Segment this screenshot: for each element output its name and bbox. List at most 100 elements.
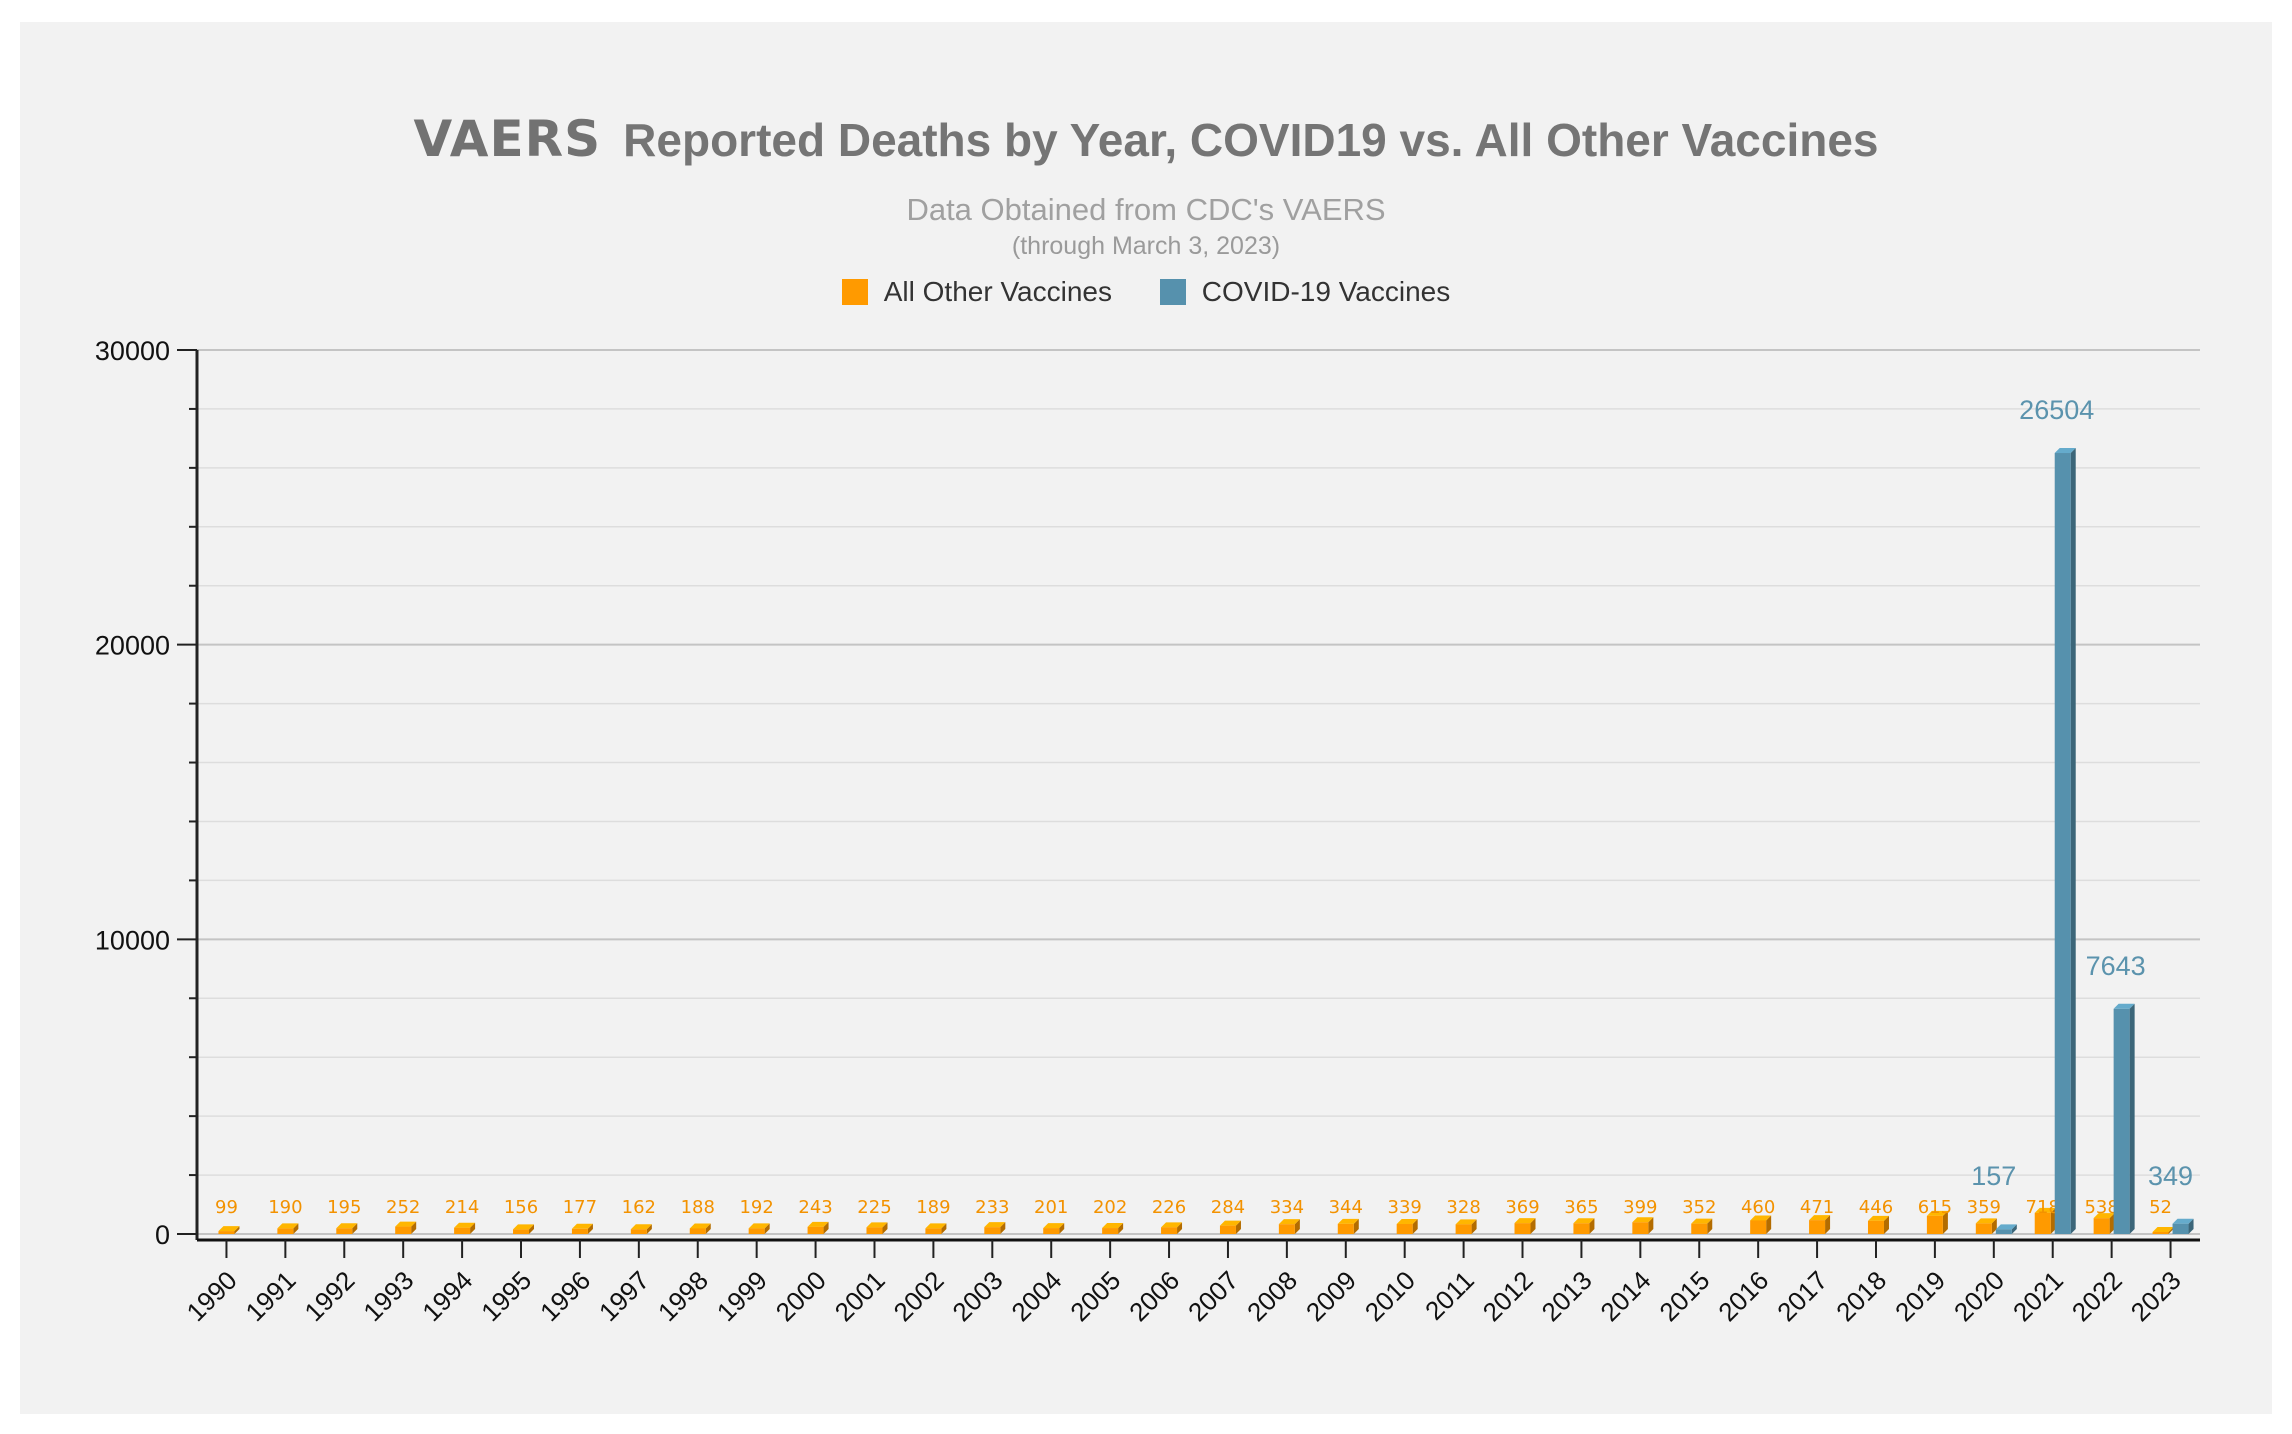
data-label-other: 446 <box>1859 1197 1893 1218</box>
bar-other-vaccines-top <box>1337 1218 1359 1224</box>
data-label-other: 352 <box>1682 1197 1716 1218</box>
y-tick-label: 0 <box>155 1220 170 1250</box>
data-label-covid: 157 <box>1971 1161 2016 1191</box>
x-tick-label: 2013 <box>1536 1265 1598 1327</box>
bar-other-vaccines <box>2093 1218 2110 1234</box>
bar-other-vaccines <box>513 1229 530 1234</box>
data-label-other: 195 <box>327 1197 361 1218</box>
bar-other-vaccines-top <box>1219 1220 1241 1226</box>
bar-covid-vaccines-top <box>2113 1003 2135 1009</box>
bar-covid-vaccines-top <box>2172 1218 2194 1224</box>
y-tick-label: 10000 <box>95 925 170 955</box>
bar-other-vaccines-side <box>470 1222 476 1234</box>
bar-other-vaccines-side <box>1589 1218 1595 1234</box>
bar-other-vaccines-top <box>630 1224 652 1230</box>
bar-other-vaccines-side <box>1530 1218 1536 1234</box>
bar-other-vaccines-top <box>1975 1218 1997 1224</box>
bar-other-vaccines <box>1455 1224 1472 1234</box>
bar-other-vaccines-side <box>529 1224 535 1234</box>
bar-other-vaccines-top <box>1750 1215 1772 1221</box>
bar-other-vaccines-side <box>1000 1222 1006 1234</box>
data-label-other: 214 <box>445 1197 479 1218</box>
x-tick-label: 2021 <box>2007 1265 2069 1327</box>
bar-other-vaccines-side <box>1942 1210 1948 1234</box>
bar-other-vaccines <box>2152 1232 2169 1234</box>
bar-other-vaccines-side <box>1471 1219 1477 1234</box>
bar-other-vaccines <box>336 1228 353 1234</box>
bar-other-vaccines <box>2034 1212 2051 1234</box>
bar-other-vaccines <box>630 1229 647 1234</box>
x-tick-label: 2003 <box>946 1265 1008 1327</box>
bar-other-vaccines-top <box>1691 1218 1713 1224</box>
bar-other-vaccines-side <box>882 1222 888 1234</box>
bar-other-vaccines-side <box>646 1224 652 1234</box>
x-tick-label: 2020 <box>1948 1265 2010 1327</box>
bar-other-vaccines-top <box>395 1221 417 1227</box>
chart-subtitle: Data Obtained from CDC's VAERS <box>906 192 1386 227</box>
bar-other-vaccines <box>1750 1220 1767 1234</box>
bar-other-vaccines <box>984 1227 1001 1234</box>
bar-other-vaccines <box>1043 1228 1060 1234</box>
bar-other-vaccines <box>1632 1222 1649 1234</box>
x-tick-label: 2014 <box>1594 1265 1656 1327</box>
bar-other-vaccines <box>1219 1225 1236 1234</box>
data-label-other: 202 <box>1093 1197 1127 1218</box>
vaers-logo: VAERS <box>413 110 602 168</box>
bar-other-vaccines-top <box>1102 1223 1124 1229</box>
data-label-other: 284 <box>1211 1197 1245 1218</box>
bar-other-vaccines <box>866 1227 883 1234</box>
bar-other-vaccines-top <box>336 1223 358 1229</box>
bar-other-vaccines-side <box>1353 1218 1359 1234</box>
bar-other-vaccines <box>1278 1224 1295 1234</box>
data-label-covid: 26504 <box>2019 395 2094 425</box>
bar-covid-vaccines-side <box>2070 448 2076 1234</box>
data-label-other: 471 <box>1800 1197 1834 1218</box>
x-tick-label: 2023 <box>2125 1265 2187 1327</box>
bar-other-vaccines-side <box>1883 1215 1889 1234</box>
bar-other-vaccines <box>1926 1215 1943 1234</box>
bar-other-vaccines-top <box>1514 1218 1536 1224</box>
bar-other-vaccines <box>925 1228 942 1234</box>
x-tick-label: 2018 <box>1830 1265 1892 1327</box>
x-tick-label: 2017 <box>1771 1265 1833 1327</box>
legend-label-other: All Other Vaccines <box>883 275 1112 307</box>
data-label-other: 339 <box>1388 1197 1422 1218</box>
bar-other-vaccines-side <box>1235 1220 1241 1234</box>
legend-item-other[interactable]: All Other Vaccines <box>841 275 1112 308</box>
bar-other-vaccines <box>1514 1223 1531 1234</box>
bar-other-vaccines-top <box>1573 1218 1595 1224</box>
bar-other-vaccines-side <box>234 1226 240 1234</box>
x-tick-label: 1996 <box>534 1265 596 1327</box>
bar-other-vaccines-side <box>1648 1217 1654 1234</box>
bar-covid-vaccines-side <box>2129 1003 2135 1234</box>
data-label-other: 156 <box>504 1197 538 1218</box>
data-label-other: 190 <box>268 1197 302 1218</box>
x-tick-label: 1993 <box>357 1265 419 1327</box>
data-label-other: 225 <box>857 1197 891 1218</box>
bar-other-vaccines-top <box>2152 1227 2174 1232</box>
legend-swatch-other <box>841 278 868 305</box>
bar-other-vaccines <box>1975 1223 1992 1234</box>
bar-other-vaccines-side <box>823 1221 829 1234</box>
x-tick-label: 1991 <box>239 1265 301 1327</box>
bar-other-vaccines-side <box>1059 1223 1065 1234</box>
bar-other-vaccines-top <box>1278 1219 1300 1225</box>
legend-item-covid[interactable]: COVID-19 Vaccines <box>1159 276 1450 308</box>
bar-other-vaccines-top <box>2093 1213 2115 1219</box>
bar-other-vaccines-top <box>689 1223 711 1229</box>
bar-other-vaccines-top <box>513 1224 535 1230</box>
x-tick-label: 2009 <box>1300 1265 1362 1327</box>
chart-title-text: Reported Deaths by Year, COVID19 vs. All… <box>623 114 1879 166</box>
bar-other-vaccines <box>1161 1227 1178 1234</box>
bar-other-vaccines-side <box>1825 1215 1831 1234</box>
bar-other-vaccines <box>1867 1220 1884 1234</box>
bar-other-vaccines-side <box>1412 1219 1418 1234</box>
bar-other-vaccines-top <box>454 1222 476 1228</box>
data-label-covid: 7643 <box>2086 951 2146 981</box>
data-label-other: 369 <box>1505 1197 1539 1218</box>
bar-covid-vaccines-side <box>2011 1224 2017 1234</box>
x-tick-label: 1990 <box>181 1265 243 1327</box>
x-tick-label: 2008 <box>1241 1265 1303 1327</box>
legend-swatch-covid <box>1159 278 1186 305</box>
bar-other-vaccines <box>1809 1220 1826 1234</box>
